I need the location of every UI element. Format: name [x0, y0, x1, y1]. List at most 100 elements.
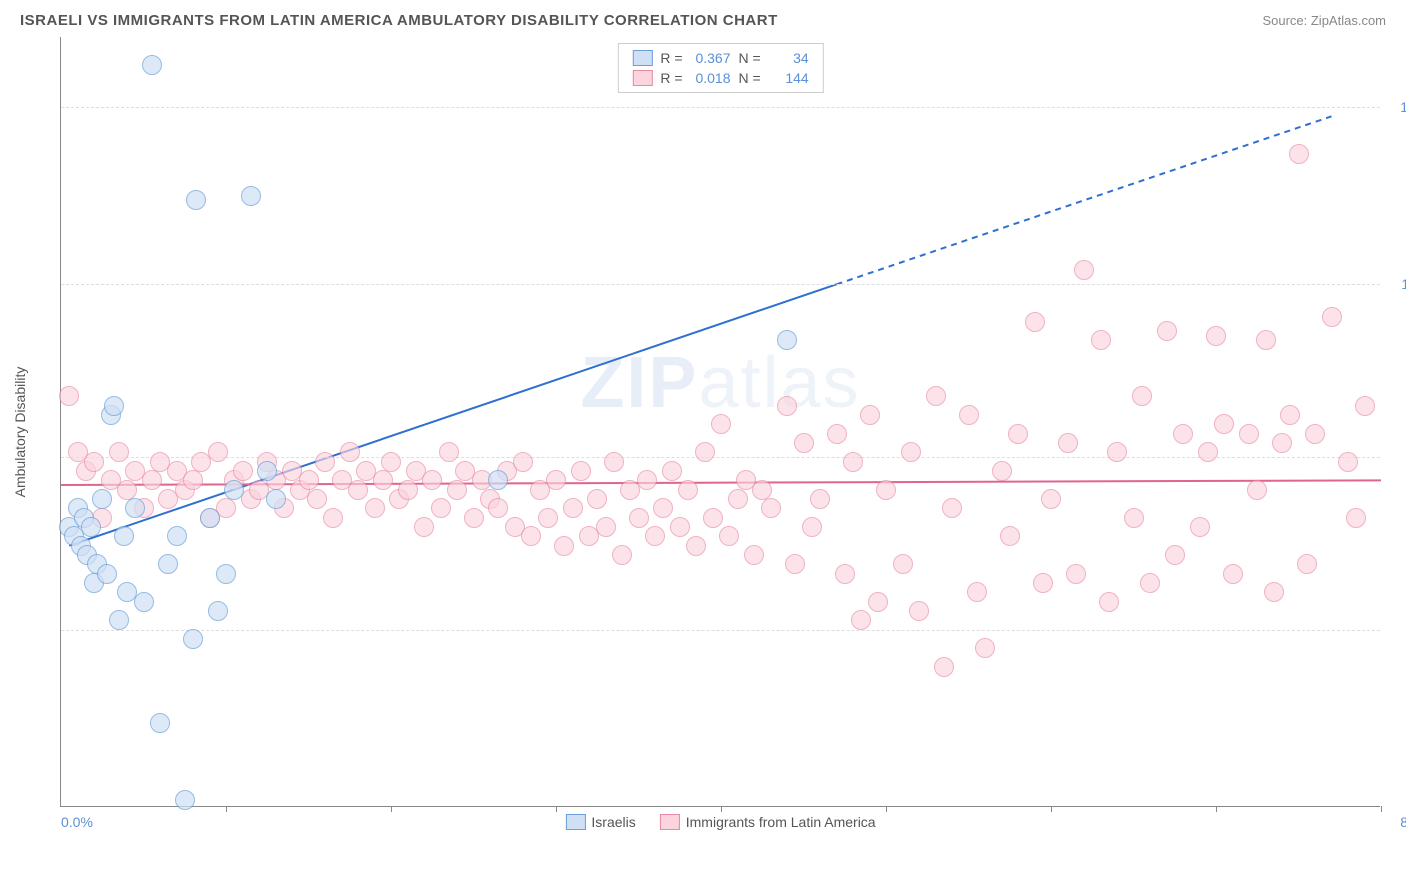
watermark: ZIPatlas — [580, 342, 860, 424]
data-point-latin — [868, 592, 888, 612]
data-point-latin — [439, 442, 459, 462]
data-point-latin — [464, 508, 484, 528]
data-point-latin — [893, 554, 913, 574]
data-point-latin — [596, 517, 616, 537]
data-point-latin — [942, 498, 962, 518]
data-point-latin — [711, 414, 731, 434]
data-point-latin — [1165, 545, 1185, 565]
data-point-latin — [1256, 330, 1276, 350]
data-point-latin — [1305, 424, 1325, 444]
data-point-israelis — [183, 629, 203, 649]
data-point-latin — [1173, 424, 1193, 444]
data-point-latin — [645, 526, 665, 546]
gridline — [61, 630, 1380, 631]
data-point-latin — [835, 564, 855, 584]
data-point-latin — [909, 601, 929, 621]
data-point-latin — [1239, 424, 1259, 444]
data-point-latin — [1033, 573, 1053, 593]
data-point-latin — [967, 582, 987, 602]
y-tick-label: 15.0% — [1390, 99, 1406, 115]
data-point-israelis — [92, 489, 112, 509]
r-label: R = — [660, 70, 682, 86]
data-point-latin — [629, 508, 649, 528]
data-point-latin — [538, 508, 558, 528]
data-point-latin — [315, 452, 335, 472]
data-point-latin — [1157, 321, 1177, 341]
data-point-latin — [851, 610, 871, 630]
data-point-latin — [1322, 307, 1342, 327]
data-point-latin — [381, 452, 401, 472]
data-point-latin — [1132, 386, 1152, 406]
chart-container: Ambulatory Disability ZIPatlas R = 0.367… — [60, 37, 1386, 827]
data-point-israelis — [224, 480, 244, 500]
data-point-latin — [142, 470, 162, 490]
data-point-latin — [695, 442, 715, 462]
gridline — [61, 284, 1380, 285]
data-point-latin — [802, 517, 822, 537]
data-point-latin — [876, 480, 896, 500]
swatch-series-2 — [632, 70, 652, 86]
data-point-latin — [744, 545, 764, 565]
data-point-latin — [1025, 312, 1045, 332]
data-point-israelis — [175, 790, 195, 810]
data-point-latin — [1289, 144, 1309, 164]
data-point-latin — [1297, 554, 1317, 574]
data-point-israelis — [257, 461, 277, 481]
data-point-latin — [398, 480, 418, 500]
data-point-latin — [299, 470, 319, 490]
data-point-latin — [554, 536, 574, 556]
data-point-israelis — [777, 330, 797, 350]
data-point-israelis — [200, 508, 220, 528]
data-point-latin — [1058, 433, 1078, 453]
data-point-latin — [810, 489, 830, 509]
y-tick-label: 7.5% — [1390, 449, 1406, 465]
data-point-latin — [670, 517, 690, 537]
gridline — [61, 107, 1380, 108]
r-label: R = — [660, 50, 682, 66]
data-point-latin — [373, 470, 393, 490]
legend-label-1: Israelis — [591, 814, 635, 830]
data-point-latin — [1280, 405, 1300, 425]
data-point-latin — [1099, 592, 1119, 612]
data-point-israelis — [97, 564, 117, 584]
data-point-israelis — [158, 554, 178, 574]
plot-area: ZIPatlas R = 0.367 N = 34 R = 0.018 N = … — [60, 37, 1380, 807]
data-point-latin — [348, 480, 368, 500]
data-point-latin — [1206, 326, 1226, 346]
data-point-latin — [794, 433, 814, 453]
data-point-latin — [1000, 526, 1020, 546]
x-axis-max-label: 80.0% — [1400, 814, 1406, 830]
data-point-latin — [414, 517, 434, 537]
x-tick — [721, 806, 722, 812]
data-point-latin — [686, 536, 706, 556]
x-tick — [226, 806, 227, 812]
n-label: N = — [739, 50, 761, 66]
x-axis-min-label: 0.0% — [61, 814, 93, 830]
data-point-latin — [662, 461, 682, 481]
x-tick — [556, 806, 557, 812]
data-point-latin — [488, 498, 508, 518]
data-point-latin — [860, 405, 880, 425]
data-point-latin — [1214, 414, 1234, 434]
swatch-series-1 — [632, 50, 652, 66]
legend-stats-row-1: R = 0.367 N = 34 — [618, 48, 822, 68]
chart-title: ISRAELI VS IMMIGRANTS FROM LATIN AMERICA… — [20, 12, 778, 29]
data-point-latin — [1346, 508, 1366, 528]
data-point-latin — [1338, 452, 1358, 472]
data-point-latin — [934, 657, 954, 677]
legend-stats-box: R = 0.367 N = 34 R = 0.018 N = 144 — [617, 43, 823, 93]
data-point-latin — [571, 461, 591, 481]
n-value-1: 34 — [769, 50, 809, 66]
data-point-latin — [1140, 573, 1160, 593]
data-point-latin — [59, 386, 79, 406]
data-point-latin — [1198, 442, 1218, 462]
data-point-latin — [959, 405, 979, 425]
data-point-israelis — [114, 526, 134, 546]
x-tick — [1051, 806, 1052, 812]
data-point-israelis — [208, 601, 228, 621]
data-point-latin — [1355, 396, 1375, 416]
data-point-israelis — [266, 489, 286, 509]
data-point-latin — [422, 470, 442, 490]
data-point-latin — [208, 442, 228, 462]
data-point-latin — [1247, 480, 1267, 500]
